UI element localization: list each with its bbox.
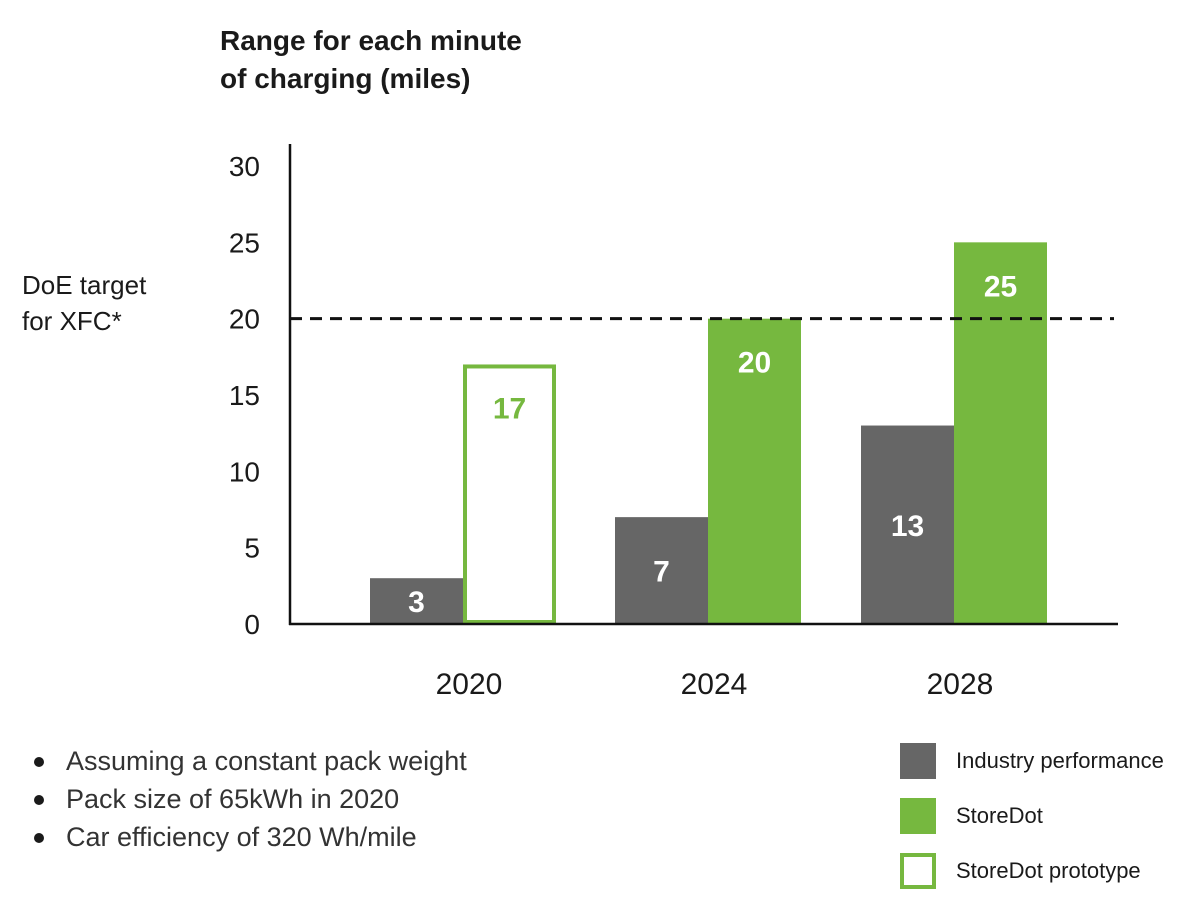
- data-label-storedot: 20: [738, 347, 771, 380]
- bar-industry: [615, 517, 708, 624]
- y-tick-label: 10: [229, 456, 260, 487]
- y-tick-label: 25: [229, 227, 260, 258]
- note-item: Pack size of 65kWh in 2020: [30, 780, 467, 818]
- legend-item-prototype: StoreDot prototype: [900, 852, 1164, 890]
- y-tick-label: 20: [229, 304, 260, 335]
- data-label-industry: 13: [891, 510, 924, 543]
- reference-line-label: DoE target: [22, 270, 147, 300]
- y-tick-label: 30: [229, 151, 260, 182]
- bar-industry: [861, 425, 954, 624]
- bar-storedot-prototype: [463, 364, 556, 625]
- legend-swatch-industry: [900, 743, 936, 779]
- data-label-storedot: 25: [984, 270, 1017, 303]
- data-label-industry: 3: [408, 586, 425, 619]
- data-label-industry: 7: [653, 556, 670, 589]
- reference-line-label: for XFC*: [22, 306, 122, 336]
- legend-label-prototype: StoreDot prototype: [956, 858, 1141, 883]
- note-item: Assuming a constant pack weight: [30, 742, 467, 780]
- legend-swatch-prototype: [900, 853, 936, 889]
- chart-title-line-2: of charging (miles): [220, 63, 471, 94]
- bar-chart: 0 5 10 15 20 25 30 3 17 2020 7 20 2024 13 25 2028 DoE ta…: [22, 144, 1118, 701]
- legend-label-storedot: StoreDot: [956, 803, 1043, 828]
- y-tick-label: 5: [244, 533, 260, 564]
- legend-item-industry: Industry performance: [900, 742, 1164, 780]
- x-category-label: 2028: [927, 668, 994, 701]
- x-category-label: 2020: [436, 668, 503, 701]
- x-category-label: 2024: [681, 668, 748, 701]
- bar-storedot: [708, 318, 801, 624]
- y-tick-label: 0: [244, 609, 260, 640]
- chart-title: Range for each minute of charging (miles…: [220, 22, 640, 98]
- assumption-notes: Assuming a constant pack weight Pack siz…: [30, 742, 467, 856]
- legend-swatch-storedot: [900, 798, 936, 834]
- bar-storedot: [954, 242, 1047, 625]
- legend-item-storedot: StoreDot: [900, 797, 1164, 835]
- note-item: Car efficiency of 320 Wh/mile: [30, 818, 467, 856]
- data-label-prototype: 17: [493, 392, 526, 425]
- bar-industry: [370, 578, 463, 624]
- chart-title-line-1: Range for each minute: [220, 25, 522, 56]
- chart-legend: Industry performance StoreDot StoreDot p…: [900, 742, 1164, 907]
- y-tick-label: 15: [229, 380, 260, 411]
- legend-label-industry: Industry performance: [956, 748, 1164, 773]
